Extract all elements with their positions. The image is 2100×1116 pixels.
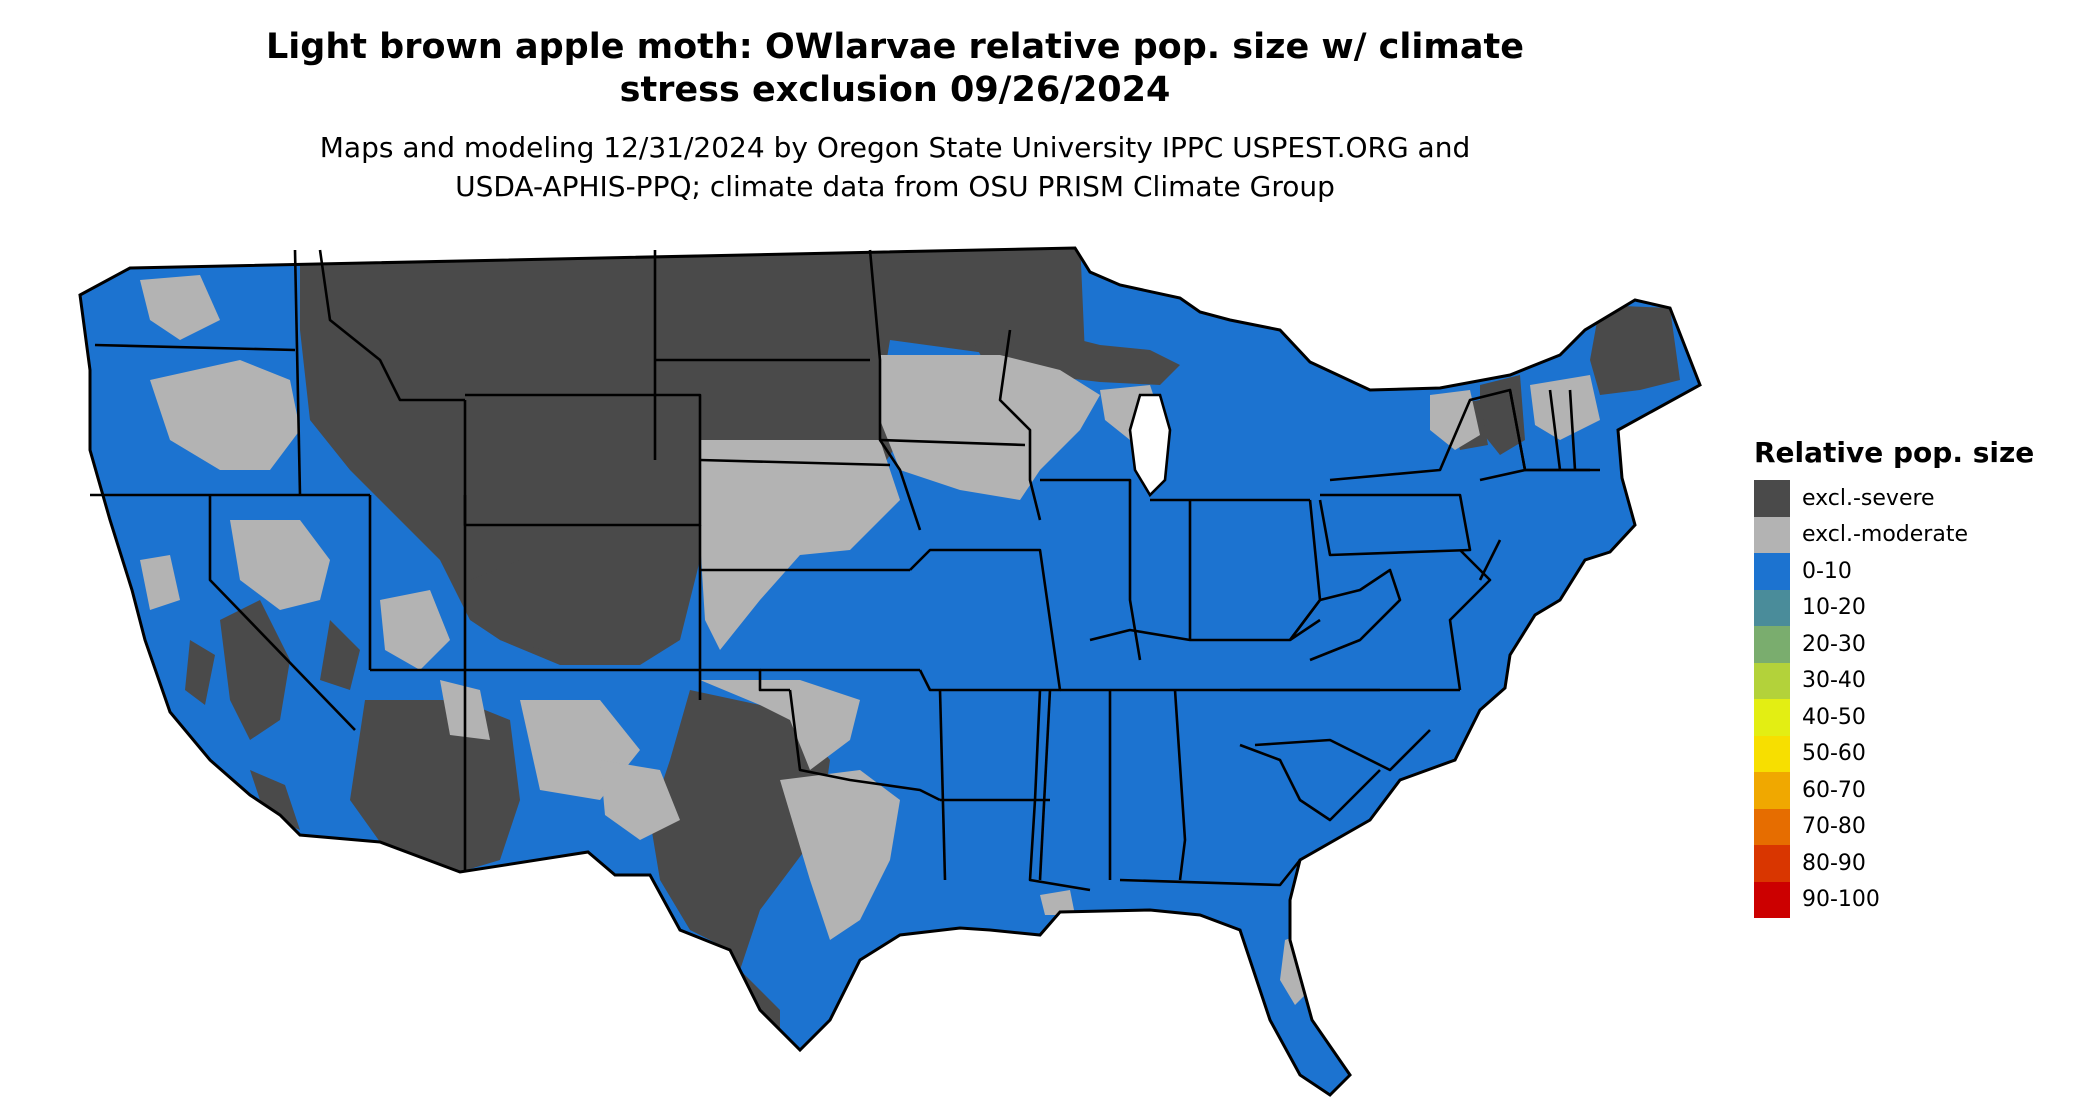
us-map-svg bbox=[78, 246, 1702, 1097]
legend-swatch bbox=[1754, 881, 1790, 918]
legend-swatch bbox=[1754, 699, 1790, 736]
legend-swatch bbox=[1754, 480, 1790, 517]
legend-label: 80-90 bbox=[1802, 850, 1866, 876]
map-subtitle-line1: Maps and modeling 12/31/2024 by Oregon S… bbox=[319, 131, 1471, 164]
map-subtitle-line2: USDA-APHIS-PPQ; climate data from OSU PR… bbox=[455, 170, 1335, 203]
legend-swatch bbox=[1754, 845, 1790, 882]
legend-item: 40-50 bbox=[1754, 699, 2084, 736]
legend-label: 0-10 bbox=[1802, 558, 1852, 584]
lake-michigan bbox=[1128, 393, 1172, 498]
legend-items: excl.-severe excl.-moderate 0-10 10-20 20-30… bbox=[1754, 480, 2084, 918]
legend-swatch bbox=[1754, 662, 1790, 699]
map-title-line1: Light brown apple moth: OWlarvae relativ… bbox=[265, 27, 1524, 67]
legend-swatch bbox=[1754, 772, 1790, 809]
legend-item: 10-20 bbox=[1754, 589, 2084, 626]
legend-label: excl.-moderate bbox=[1802, 522, 1968, 548]
legend-item: 80-90 bbox=[1754, 845, 2084, 882]
legend-swatch bbox=[1754, 589, 1790, 626]
legend-label: 10-20 bbox=[1802, 595, 1866, 621]
legend-item: excl.-moderate bbox=[1754, 516, 2084, 553]
region-severe bbox=[185, 248, 1680, 1050]
us-map bbox=[60, 230, 1720, 1110]
legend-title: Relative pop. size bbox=[1754, 436, 2035, 469]
legend-swatch bbox=[1754, 553, 1790, 590]
legend-label: 60-70 bbox=[1802, 777, 1866, 803]
legend-item: excl.-severe bbox=[1754, 480, 2084, 517]
legend-item: 50-60 bbox=[1754, 735, 2084, 772]
legend-swatch bbox=[1754, 735, 1790, 772]
legend-item: 20-30 bbox=[1754, 626, 2084, 663]
legend: Relative pop. size excl.-severe excl.-mod… bbox=[1754, 436, 2084, 918]
legend-label: 20-30 bbox=[1802, 631, 1866, 657]
legend-label: 30-40 bbox=[1802, 668, 1866, 694]
legend-item: 70-80 bbox=[1754, 808, 2084, 845]
legend-label: 50-60 bbox=[1802, 741, 1866, 767]
legend-item: 60-70 bbox=[1754, 772, 2084, 809]
legend-label: 40-50 bbox=[1802, 704, 1866, 730]
legend-item: 30-40 bbox=[1754, 662, 2084, 699]
legend-label: excl.-severe bbox=[1802, 485, 1935, 511]
legend-label: 90-100 bbox=[1802, 887, 1880, 913]
map-subtitle: Maps and modeling 12/31/2024 by Oregon S… bbox=[0, 128, 1790, 206]
legend-swatch bbox=[1754, 516, 1790, 553]
legend-item: 0-10 bbox=[1754, 553, 2084, 590]
legend-swatch bbox=[1754, 808, 1790, 845]
map-title: Light brown apple moth: OWlarvae relativ… bbox=[0, 26, 1790, 112]
region-moderate bbox=[140, 275, 1600, 1005]
map-title-line2: stress exclusion 09/26/2024 bbox=[619, 70, 1171, 110]
legend-label: 70-80 bbox=[1802, 814, 1866, 840]
legend-item: 90-100 bbox=[1754, 881, 2084, 918]
state-borders bbox=[90, 249, 1600, 892]
legend-swatch bbox=[1754, 626, 1790, 663]
